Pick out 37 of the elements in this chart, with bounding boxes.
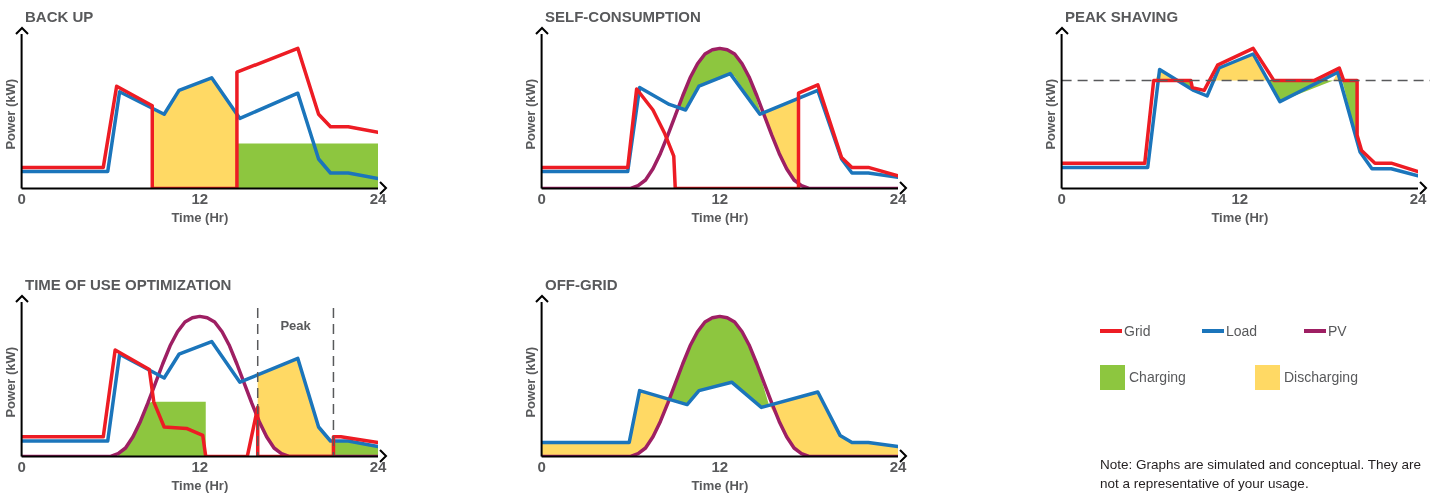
x-tick-label: 12 <box>1231 189 1249 207</box>
x-tick-label: 0 <box>1057 189 1066 207</box>
chart-title: SELF-CONSUMPTION <box>545 8 701 25</box>
legend-label: Discharging <box>1284 369 1358 385</box>
chart-title: TIME OF USE OPTIMIZATION <box>25 276 232 293</box>
chart-title: PEAK SHAVING <box>1065 8 1179 25</box>
x-tick-label: 24 <box>369 457 387 475</box>
x-axis-title: Time (Hr) <box>171 209 229 225</box>
y-axis-title: Power (kW) <box>523 346 539 418</box>
chart-title: BACK UP <box>25 8 94 25</box>
y-axis-title: Power (kW) <box>3 346 19 418</box>
x-tick-label: 12 <box>191 189 209 207</box>
x-tick-label: 24 <box>889 189 907 207</box>
x-axis-title: Time (Hr) <box>691 477 749 493</box>
y-axis-title: Power (kW) <box>1043 78 1059 150</box>
x-tick-label: 0 <box>537 457 546 475</box>
x-tick-label: 12 <box>711 457 729 475</box>
x-tick-label: 24 <box>889 457 907 475</box>
legend-label: Charging <box>1129 369 1186 385</box>
legend-label: Load <box>1226 323 1258 339</box>
x-axis-title: Time (Hr) <box>691 209 749 225</box>
x-tick-label: 24 <box>369 189 387 207</box>
x-tick-label: 0 <box>17 457 26 475</box>
annotation: Peak <box>280 317 312 333</box>
text: Note: Graphs are simulated and conceptual. They are not a representative of your usage. <box>1100 456 1422 493</box>
x-tick-label: 24 <box>1409 189 1427 207</box>
x-tick-label: 12 <box>711 189 729 207</box>
x-tick-label: 12 <box>191 457 209 475</box>
legend-label: Grid <box>1124 323 1151 339</box>
y-axis-title: Power (kW) <box>3 78 19 150</box>
x-tick-label: 0 <box>17 189 26 207</box>
x-axis-title: Time (Hr) <box>171 477 229 493</box>
y-axis-title: Power (kW) <box>523 78 539 150</box>
x-tick-label: 0 <box>537 189 546 207</box>
chart-title: OFF-GRID <box>545 276 618 293</box>
legend-label: PV <box>1328 323 1347 339</box>
x-axis-title: Time (Hr) <box>1211 209 1269 225</box>
